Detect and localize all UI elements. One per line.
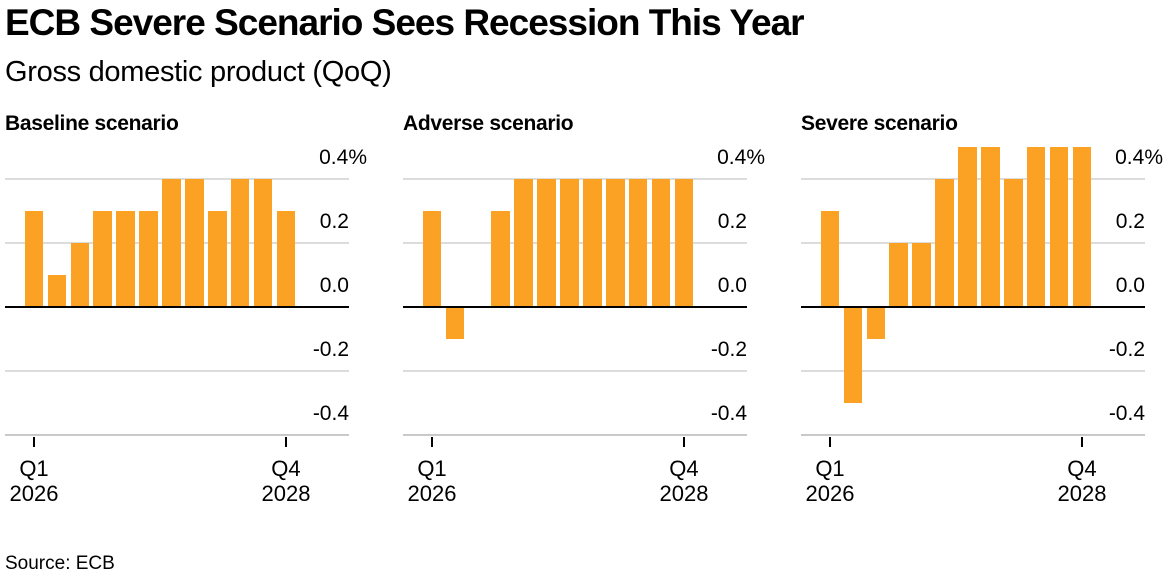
y-axis-label: -0.2 [312,338,349,361]
bar-q2-2028 [230,179,250,307]
bar-q3-2028 [253,179,273,307]
y-axis-label: 0.2 [1115,210,1145,233]
gridline [5,370,349,372]
y-axis-label: -0.2 [710,338,747,361]
x-axis-tick [828,437,832,447]
bar-q1-2027 [514,179,533,307]
chart-title: ECB Severe Scenario Sees Recession This … [5,2,805,43]
panel-adverse-scenario: Adverse scenario 0.4% 0.2 0.0 -0.2 -0.4 Q1 202… [403,111,765,506]
panel-title-baseline: Baseline scenario [5,112,179,135]
y-axis-label: 0.0 [717,274,747,297]
gridline [403,370,747,372]
y-axis-label: -0.4 [710,402,747,425]
bar-q3-2026 [70,243,90,307]
bar-q4-2027 [583,179,602,307]
x-axis-label: Q1 2026 [407,456,457,506]
y-axis-label: 0.4% [1115,146,1163,169]
chart-subtitle: Gross domestic product (QoQ) [5,56,392,88]
bar-q4-2028 [276,211,296,307]
bar-q3-2027 [162,179,181,307]
y-axis-label: 0.2 [717,210,747,233]
bar-q2-2026 [445,307,465,339]
y-axis-label: 0.4% [717,146,765,169]
y-axis-label: -0.4 [312,402,349,425]
bar-q2-2026 [843,307,863,403]
y-axis-label: 0.2 [319,210,349,233]
zero-axis-line [5,306,349,308]
bar-q1-2027 [116,211,135,307]
bar-q1-2028 [606,179,625,307]
x-axis-label: Q4 2028 [659,456,709,506]
y-axis-label: 0.0 [1115,274,1145,297]
x-axis-tick [430,437,434,447]
bar-q1-2027 [912,243,931,307]
y-axis-label: -0.4 [1108,402,1145,425]
x-axis-label: Q4 2028 [261,456,311,506]
x-axis-tick [32,437,36,447]
plot-baseline: 0.4% 0.2 0.0 -0.2 -0.4 Q1 2026 Q4 2028 [5,146,367,506]
zero-axis-line [403,306,747,308]
x-axis-tick [682,437,686,447]
bar-q4-2028 [674,179,694,307]
gridline [5,434,349,436]
bar-q1-2026 [820,211,840,307]
panel-title-adverse: Adverse scenario [403,112,574,135]
y-axis-label: -0.2 [1108,338,1145,361]
gridline [801,370,1145,372]
gridline [403,434,747,436]
bar-q1-2028 [208,211,227,307]
bar-q3-2026 [866,307,886,339]
source-note: Source: ECB [5,553,115,574]
bar-q2-2028 [1026,147,1046,307]
panel-severe-scenario: Severe scenario 0.4% 0.2 0.0 -0.2 -0.4 Q1 2026… [801,111,1163,506]
y-axis-label: 0.4% [319,146,367,169]
bar-q1-2026 [24,211,44,307]
panels-row: Baseline scenario 0.4% 0.2 0.0 -0.2 -0.4 Q1 20… [5,111,1163,506]
panel-baseline-scenario: Baseline scenario 0.4% 0.2 0.0 -0.2 -0.4 Q1 20… [5,111,367,506]
bar-q3-2027 [958,147,977,307]
bar-q4-2028 [1072,147,1092,307]
bar-q4-2026 [93,211,112,307]
bar-q3-2028 [1049,147,1069,307]
zero-axis-line [801,306,1145,308]
bar-q1-2026 [422,211,442,307]
x-axis-label: Q1 2026 [9,456,59,506]
bar-q4-2026 [491,211,510,307]
gridline [801,434,1145,436]
bar-q2-2027 [935,179,954,307]
bar-q4-2027 [981,147,1000,307]
bar-q2-2027 [139,211,158,307]
plot-adverse: 0.4% 0.2 0.0 -0.2 -0.4 Q1 2026 Q4 2028 [403,146,765,506]
bar-q1-2028 [1004,179,1023,307]
bar-q2-2026 [47,275,67,307]
bar-q4-2026 [889,243,908,307]
y-axis-label: 0.0 [319,274,349,297]
bar-q2-2028 [628,179,648,307]
plot-severe: 0.4% 0.2 0.0 -0.2 -0.4 Q1 2026 Q4 2028 [801,146,1163,506]
x-axis-label: Q1 2026 [805,456,855,506]
bar-q2-2027 [537,179,556,307]
bar-q3-2027 [560,179,579,307]
x-axis-label: Q4 2028 [1057,456,1107,506]
bar-q4-2027 [185,179,204,307]
x-axis-tick [1080,437,1084,447]
panel-title-severe: Severe scenario [801,112,958,135]
bar-q3-2028 [651,179,671,307]
x-axis-tick [284,437,288,447]
